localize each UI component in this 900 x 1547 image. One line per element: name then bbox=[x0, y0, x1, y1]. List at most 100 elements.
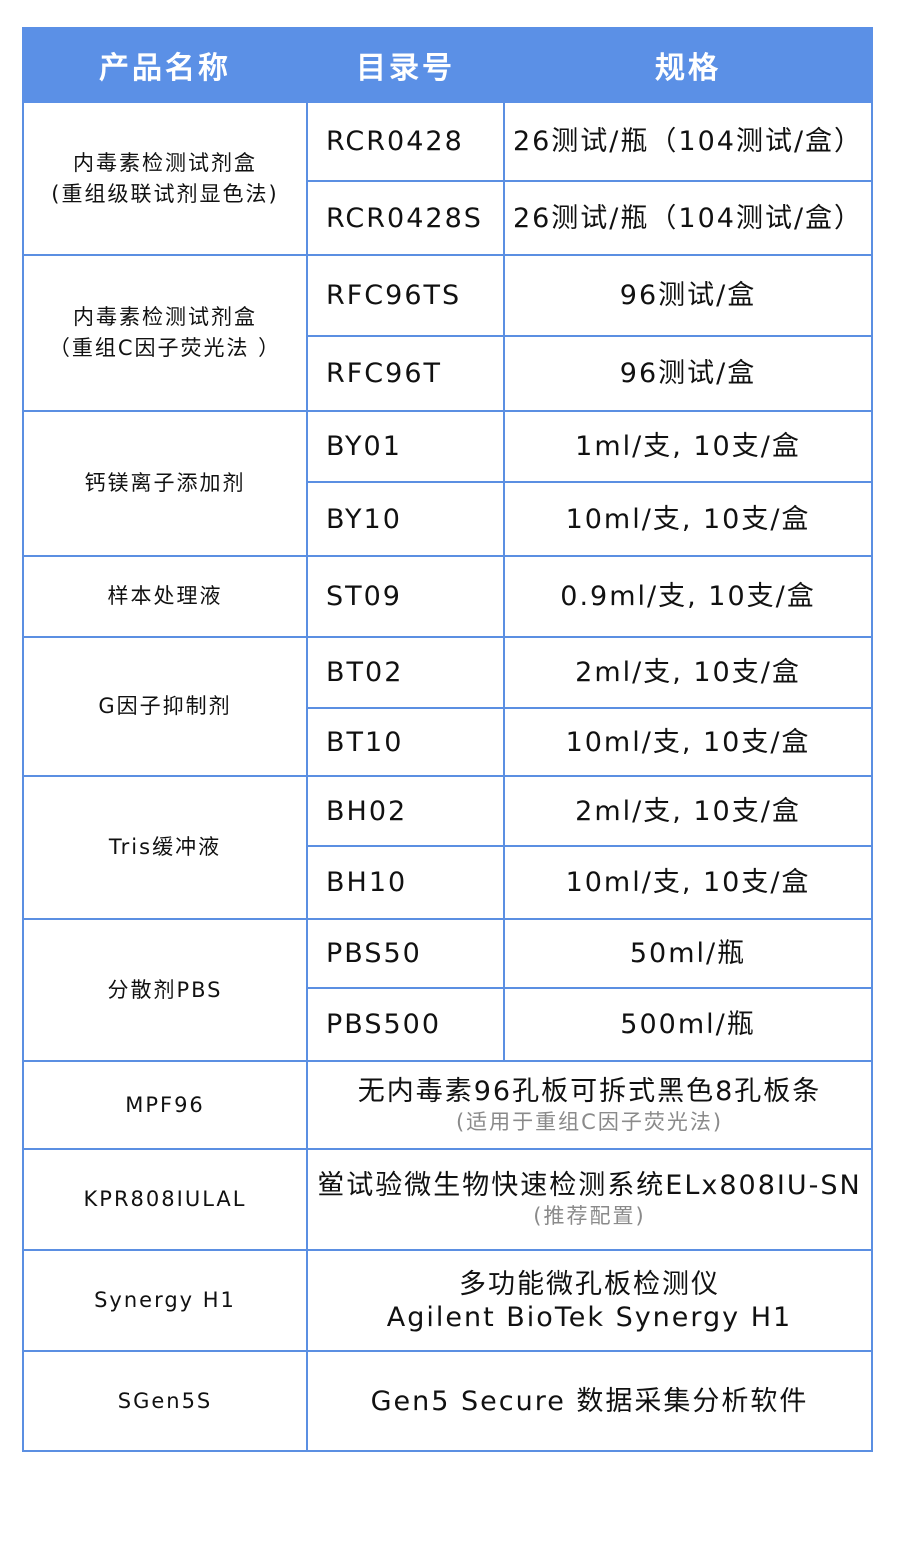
specification-text: 50ml/瓶 bbox=[629, 938, 747, 969]
catalog-number-text: PBS50 bbox=[326, 938, 422, 969]
catalog-number-text: ST09 bbox=[326, 581, 402, 612]
catalog-number-text: MPF96 bbox=[125, 1092, 205, 1117]
specification-text: 0.9ml/支, 10支/盒 bbox=[560, 581, 816, 612]
table-row: 分散剂PBS PBS50 50ml/瓶 bbox=[22, 918, 873, 1062]
specification: 2ml/支, 10支/盒 bbox=[503, 775, 873, 847]
specification: 10ml/支, 10支/盒 bbox=[503, 481, 873, 557]
specification-text: 1ml/支, 10支/盒 bbox=[575, 431, 801, 462]
product-name: Tris缓冲液 bbox=[22, 775, 308, 920]
catalog-number-text: RFC96T bbox=[326, 358, 442, 389]
header-spec: 规格 bbox=[503, 27, 873, 103]
table-row: Synergy H1 多功能微孔板检测仪 Agilent BioTek Syner… bbox=[22, 1249, 873, 1352]
specification: 2ml/支, 10支/盒 bbox=[503, 636, 873, 709]
product-name: G因子抑制剂 bbox=[22, 636, 308, 777]
catalog-number: MPF96 bbox=[22, 1060, 308, 1150]
catalog-number-text: BY10 bbox=[326, 503, 402, 535]
catalog-number: Synergy H1 bbox=[22, 1249, 308, 1352]
specification: 多功能微孔板检测仪 Agilent BioTek Synergy H1 bbox=[306, 1249, 873, 1352]
specification: 无内毒素96孔板可拆式黑色8孔板条 (适用于重组C因子荧光法) bbox=[306, 1060, 873, 1150]
table-row: SGen5S Gen5 Secure 数据采集分析软件 bbox=[22, 1350, 873, 1452]
table-row: 样本处理液 ST09 0.9ml/支, 10支/盒 bbox=[22, 555, 873, 638]
product-name-text: 内毒素检测试剂盒 （重组C因子荧光法 ） bbox=[48, 305, 282, 360]
catalog-number: BY10 bbox=[306, 481, 505, 557]
catalog-number: BY01 bbox=[306, 410, 505, 483]
specification: 50ml/瓶 bbox=[503, 918, 873, 989]
specification: 26测试/瓶（104测试/盒） bbox=[503, 180, 873, 256]
specification: Gen5 Secure 数据采集分析软件 bbox=[306, 1350, 873, 1452]
table-row: 内毒素检测试剂盒 (重组级联试剂显色法) RCR0428 26测试/瓶（104测试/… bbox=[22, 101, 873, 256]
specification-text: 10ml/支, 10支/盒 bbox=[565, 503, 811, 535]
table-row: 内毒素检测试剂盒 （重组C因子荧光法 ） RFC96TS 96测试/盒 bbox=[22, 254, 873, 412]
catalog-number: PBS500 bbox=[306, 987, 505, 1062]
table-row: BH10 10ml/支, 10支/盒 bbox=[23, 845, 873, 920]
specification-text: 2ml/支, 10支/盒 bbox=[575, 795, 801, 827]
table-row: BY10 10ml/支, 10支/盒 bbox=[23, 481, 873, 557]
specification: 500ml/瓶 bbox=[503, 987, 873, 1062]
specification-text: 26测试/瓶（104测试/盒） bbox=[512, 202, 864, 234]
product-name: 内毒素检测试剂盒 (重组级联试剂显色法) bbox=[22, 101, 308, 256]
catalog-number: ST09 bbox=[306, 555, 505, 638]
table-row: BT10 10ml/支, 10支/盒 bbox=[23, 707, 873, 777]
specification: 96测试/盒 bbox=[503, 335, 873, 412]
catalog-number-text: SGen5S bbox=[117, 1388, 213, 1413]
product-name-text: 内毒素检测试剂盒 (重组级联试剂显色法) bbox=[51, 150, 279, 206]
catalog-number-text: RCR0428S bbox=[326, 202, 483, 234]
header-catalog: 目录号 bbox=[306, 27, 505, 103]
catalog-number: RFC96T bbox=[306, 335, 505, 412]
spec-note: (适用于重组C因子荧光法) bbox=[455, 1109, 724, 1134]
product-name: 钙镁离子添加剂 bbox=[22, 410, 308, 557]
specification: 1ml/支, 10支/盒 bbox=[503, 410, 873, 483]
catalog-number: RCR0428S bbox=[306, 180, 505, 256]
catalog-number: BT10 bbox=[306, 707, 505, 777]
catalog-number: BT02 bbox=[306, 636, 505, 709]
table-row: RFC96T 96测试/盒 bbox=[23, 335, 873, 412]
product-name: 分散剂PBS bbox=[22, 918, 308, 1062]
specification: 10ml/支, 10支/盒 bbox=[503, 845, 873, 920]
product-name: 内毒素检测试剂盒 （重组C因子荧光法 ） bbox=[22, 254, 308, 412]
specification-text: 无内毒素96孔板可拆式黑色8孔板条 bbox=[357, 1075, 822, 1107]
catalog-number-text: BH02 bbox=[326, 795, 408, 827]
specification: 26测试/瓶（104测试/盒） bbox=[503, 101, 873, 182]
specification-text: 10ml/支, 10支/盒 bbox=[565, 726, 811, 758]
catalog-number: SGen5S bbox=[22, 1350, 308, 1452]
specification: 0.9ml/支, 10支/盒 bbox=[503, 555, 873, 638]
specification-text: 10ml/支, 10支/盒 bbox=[565, 867, 811, 898]
catalog-number-text: RCR0428 bbox=[326, 126, 464, 157]
catalog-number: KPR808IULAL bbox=[22, 1148, 308, 1251]
catalog-number-text: Synergy H1 bbox=[94, 1288, 236, 1312]
specification-text: Gen5 Secure 数据采集分析软件 bbox=[370, 1385, 809, 1417]
catalog-number: PBS50 bbox=[306, 918, 505, 989]
catalog-number-text: BT10 bbox=[326, 726, 404, 758]
header-name: 产品名称 bbox=[22, 27, 308, 103]
specification-text: 96测试/盒 bbox=[619, 280, 757, 311]
catalog-number-text: RFC96TS bbox=[326, 280, 462, 311]
specification-text: 鲎试验微生物快速检测系统ELx808IU-SN bbox=[317, 1170, 862, 1201]
table-row: 钙镁离子添加剂 BY01 1ml/支, 10支/盒 bbox=[22, 410, 873, 557]
product-name-text: 分散剂PBS bbox=[107, 977, 223, 1002]
spec-note: (推荐配置) bbox=[533, 1204, 646, 1228]
table-row: RCR0428S 26测试/瓶（104测试/盒） bbox=[23, 180, 873, 256]
specification-text: 26测试/瓶（104测试/盒） bbox=[512, 126, 864, 157]
specification: 10ml/支, 10支/盒 bbox=[503, 707, 873, 777]
catalog-number: RFC96TS bbox=[306, 254, 505, 337]
specification: 鲎试验微生物快速检测系统ELx808IU-SN (推荐配置) bbox=[306, 1148, 873, 1251]
product-table: 产品名称 目录号 规格 内毒素检测试剂盒 (重组级联试剂显色法) RCR0428 2… bbox=[22, 27, 873, 1452]
table-header: 产品名称 目录号 规格 bbox=[22, 27, 873, 103]
catalog-number-text: BH10 bbox=[326, 867, 408, 898]
catalog-number: BH10 bbox=[306, 845, 505, 920]
product-name-text: Tris缓冲液 bbox=[108, 835, 222, 859]
product-name-text: 样本处理液 bbox=[107, 584, 223, 608]
table-row: G因子抑制剂 BT02 2ml/支, 10支/盒 bbox=[22, 636, 873, 777]
catalog-number-text: KPR808IULAL bbox=[83, 1187, 247, 1211]
table-row: MPF96 无内毒素96孔板可拆式黑色8孔板条 (适用于重组C因子荧光法) bbox=[22, 1060, 873, 1150]
catalog-number: RCR0428 bbox=[306, 101, 505, 182]
product-name: 样本处理液 bbox=[22, 555, 308, 638]
catalog-number-text: BT02 bbox=[326, 657, 404, 688]
product-name-text: G因子抑制剂 bbox=[98, 694, 232, 718]
product-name-text: 钙镁离子添加剂 bbox=[84, 471, 246, 495]
catalog-number-text: BY01 bbox=[326, 431, 402, 462]
specification: 96测试/盒 bbox=[503, 254, 873, 337]
specification-text: 96测试/盒 bbox=[619, 358, 757, 389]
specification-text: 2ml/支, 10支/盒 bbox=[575, 657, 801, 688]
table-row: PBS500 500ml/瓶 bbox=[23, 987, 873, 1062]
